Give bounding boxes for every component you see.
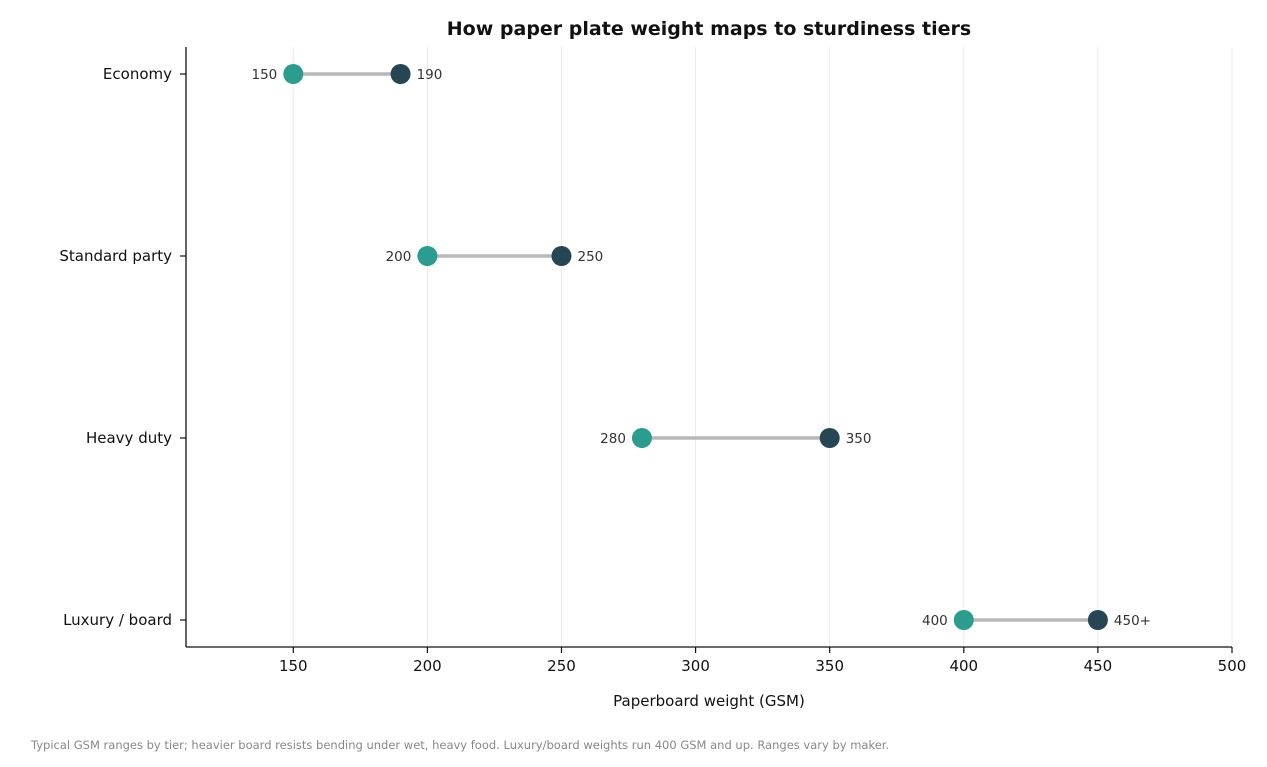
max-value-label: 190 [417, 67, 443, 83]
footnote: Typical GSM ranges by tier; heavier boar… [30, 738, 889, 752]
connectors [293, 72, 1098, 622]
chart-title: How paper plate weight maps to sturdines… [447, 18, 971, 40]
min-point [417, 246, 438, 266]
x-tick-label: 250 [547, 657, 576, 675]
max-value-label: 350 [846, 431, 872, 447]
min-value-label: 400 [922, 613, 948, 629]
min-value-label: 280 [600, 431, 626, 447]
y-tick-label: Luxury / board [63, 611, 172, 629]
x-ticks: 150 200 250 300 350 400 450 500 [279, 647, 1246, 675]
x-tick-label: 450 [1084, 657, 1113, 675]
max-value-label: 250 [577, 249, 603, 265]
min-value-label: 150 [252, 67, 278, 83]
max-point [819, 428, 840, 448]
grid [292, 47, 1233, 647]
max-point [390, 64, 411, 84]
y-tick-label: Standard party [59, 247, 172, 265]
point-labels: 150 190 200 250 280 350 400 450+ [252, 67, 1151, 629]
max-point [1087, 610, 1108, 630]
x-tick-label: 400 [949, 657, 978, 675]
min-point [953, 610, 974, 630]
x-tick-label: 150 [279, 657, 308, 675]
x-tick-label: 300 [681, 657, 710, 675]
y-ticks: Economy Standard party Heavy duty Luxury / … [59, 65, 186, 629]
x-axis-label: Paperboard weight (GSM) [613, 692, 805, 710]
x-tick-label: 200 [413, 657, 442, 675]
min-point [283, 64, 304, 84]
max-point [551, 246, 572, 266]
x-tick-label: 500 [1218, 657, 1247, 675]
y-tick-label: Heavy duty [86, 429, 172, 447]
y-tick-label: Economy [103, 65, 172, 83]
min-point [631, 428, 652, 448]
min-value-label: 200 [386, 249, 412, 265]
axes [185, 47, 1232, 648]
max-value-label: 450+ [1114, 613, 1151, 629]
x-tick-label: 350 [815, 657, 844, 675]
points [283, 64, 1108, 630]
